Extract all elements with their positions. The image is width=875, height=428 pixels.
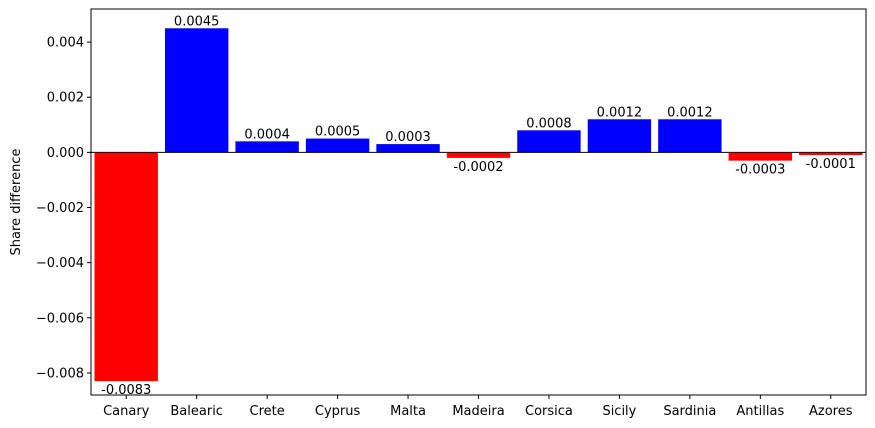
data-label-crete: 0.0004 xyxy=(244,127,290,142)
x-tick-label-azores: Azores xyxy=(809,404,853,419)
x-tick-label-sardinia: Sardinia xyxy=(663,404,716,419)
data-label-malta: 0.0003 xyxy=(385,130,431,145)
y-tick-label: 0.000 xyxy=(47,146,84,161)
x-axis: Canary Balearic Crete Cyprus Malta Madeira Cor… xyxy=(103,395,853,419)
x-tick-label-corsica: Corsica xyxy=(525,404,573,419)
bar-balearic xyxy=(164,28,229,153)
bar-crete xyxy=(235,141,299,153)
bars-group xyxy=(94,28,863,382)
y-axis-label: Share difference xyxy=(9,149,24,256)
y-tick-label: −0.002 xyxy=(36,201,84,216)
y-tick-label: 0.002 xyxy=(47,91,84,106)
x-tick-label-balearic: Balearic xyxy=(170,404,223,419)
x-tick-label-cyprus: Cyprus xyxy=(315,404,361,419)
x-tick-label-madeira: Madeira xyxy=(452,404,504,419)
data-label-corsica: 0.0008 xyxy=(526,116,572,131)
y-tick-label: −0.008 xyxy=(36,366,84,381)
data-label-sardinia: 0.0012 xyxy=(667,105,713,120)
data-label-cyprus: 0.0005 xyxy=(315,125,361,140)
bar-sicily xyxy=(587,119,652,153)
bar-cyprus xyxy=(305,138,370,153)
y-axis: −0.008 −0.006 −0.004 −0.002 0.000 0.002 0.004 xyxy=(36,36,91,381)
x-tick-label-canary: Canary xyxy=(103,404,150,419)
y-tick-label: −0.004 xyxy=(36,256,84,271)
data-label-azores: -0.0001 xyxy=(806,157,856,172)
bar-antillas xyxy=(728,152,793,161)
y-tick-label: 0.004 xyxy=(47,36,84,51)
bar-azores xyxy=(799,152,863,156)
data-label-antillas: -0.0003 xyxy=(735,163,785,178)
bar-sardinia xyxy=(658,119,722,153)
data-label-madeira: -0.0002 xyxy=(453,160,503,175)
data-label-sicily: 0.0012 xyxy=(597,105,643,120)
x-tick-label-sicily: Sicily xyxy=(602,404,636,419)
bar-canary xyxy=(94,152,158,382)
x-tick-label-crete: Crete xyxy=(250,404,285,419)
data-label-balearic: 0.0045 xyxy=(174,14,220,29)
data-label-canary: -0.0083 xyxy=(101,383,151,398)
x-tick-label-antillas: Antillas xyxy=(736,404,784,419)
bar-corsica xyxy=(517,130,581,153)
data-labels-group: -0.0083 0.0045 0.0004 0.0005 0.0003 -0.0002 0.… xyxy=(101,14,856,398)
y-tick-label: −0.006 xyxy=(36,311,84,326)
x-tick-label-malta: Malta xyxy=(390,404,426,419)
bar-madeira xyxy=(446,152,511,158)
bar-malta xyxy=(376,144,440,153)
